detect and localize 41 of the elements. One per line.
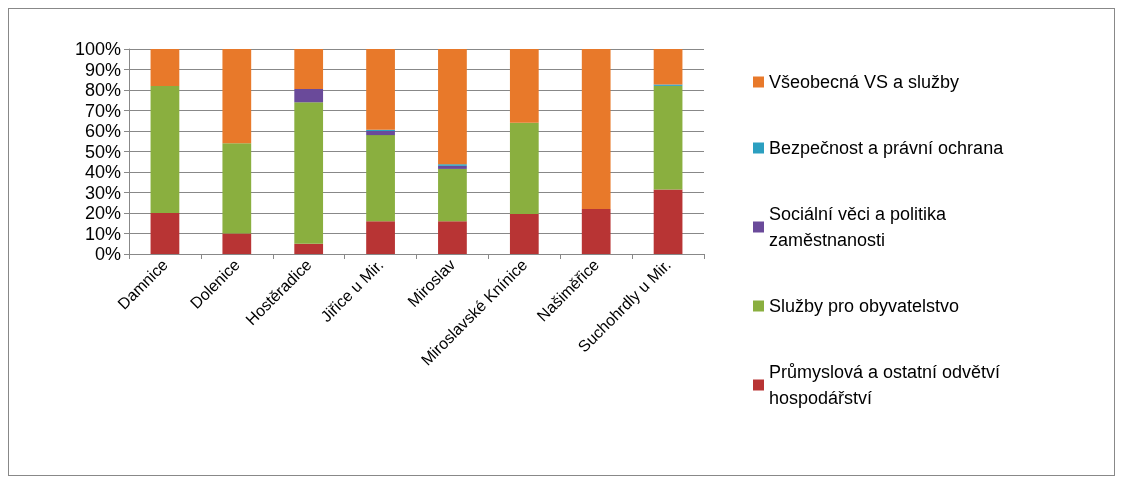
bar [438,221,467,254]
legend-label: Průmyslová a ostatní odvětví hospodářství [769,362,1006,408]
bar [222,49,252,144]
bar [366,49,395,130]
bar [366,135,395,222]
bar [222,233,252,254]
bar [150,49,180,86]
bar [366,131,395,136]
bar [438,49,467,165]
y-tick-label: 60% [84,121,121,141]
bar [653,49,683,85]
bar [294,102,324,244]
bar [581,49,611,209]
legend-label: Bezpečnost a právní ochrana [769,138,1005,158]
legend-label: Služby pro obyvatelstvo [769,296,960,316]
bar [653,85,683,190]
bar [509,122,539,215]
bar [294,243,324,254]
bar [438,168,467,222]
y-tick-label: 100% [74,39,121,59]
legend-label: Všeobecná VS a služby [769,72,960,92]
bar [366,221,395,254]
bar [509,49,539,123]
y-tick-label: 40% [84,162,121,182]
y-tick-label: 50% [84,141,121,162]
bar [294,49,324,89]
y-tick-label: 10% [84,223,121,244]
bar [222,143,252,234]
y-tick-label: 80% [84,80,121,100]
bar [150,213,180,254]
bar [581,208,611,254]
y-tick-label: 20% [84,203,121,223]
y-tick-label: 0% [94,244,121,264]
bar [294,88,324,103]
bar [653,189,683,254]
bar [150,85,180,213]
y-tick-label: 70% [84,100,121,121]
y-tick-label: 30% [84,182,121,203]
legend-label: Sociální věci a politika zaměstnanosti [769,204,952,250]
y-tick-label: 90% [84,59,121,80]
bar [509,214,539,254]
